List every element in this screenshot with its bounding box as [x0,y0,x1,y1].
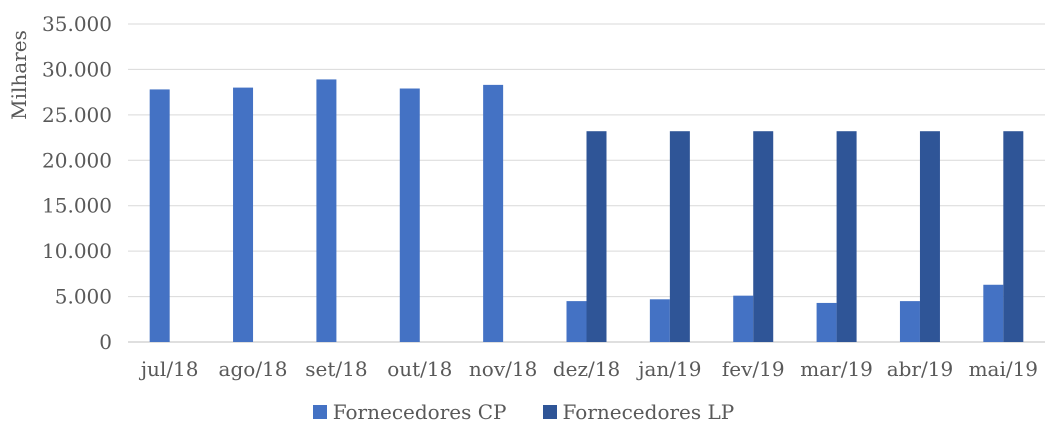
bar-cp-abr-19 [899,301,920,342]
bar-cp-nov-18 [483,84,504,343]
y-tick-label: 15.000 [42,194,112,218]
bar-cp-out-18 [399,88,420,342]
legend-swatch-lp [542,405,557,419]
x-axis-ticks: jul/18 ago/18 set/18 out/18 nov/18 dez/18 jan/… [139,357,1038,381]
bar-cp-mar-19 [816,302,837,342]
x-tick-label: set/18 [305,357,367,381]
y-tick-label: 20.000 [42,148,112,172]
bar-cp-set-18 [316,79,337,343]
bar-lp-mar-19 [836,131,857,342]
legend-label-lp: Fornecedores LP [562,400,735,424]
x-tick-label: dez/18 [553,357,620,381]
legend-item-cp: Fornecedores CP [312,400,507,424]
x-tick-label: jan/19 [636,357,701,381]
x-tick-label: abr/19 [887,357,953,381]
y-tick-label: 30.000 [42,57,112,81]
x-tick-label: nov/18 [469,357,537,381]
x-tick-label: mar/19 [800,357,873,381]
bar-cp-jan-19 [649,299,670,342]
legend-item-lp: Fornecedores LP [542,400,735,424]
bar-lp-jan-19 [669,131,690,342]
legend-swatch-cp [312,405,327,419]
bar-cp-ago-18 [233,87,254,342]
legend: Fornecedores CP Fornecedores LP [0,400,1047,424]
bar-cp-jul-18 [149,89,170,342]
bar-lp-fev-19 [753,131,774,342]
y-tick-label: 35.000 [42,12,112,36]
x-tick-label: fev/19 [722,357,785,381]
y-tick-label: 25.000 [42,103,112,127]
bar-chart: 0 5.000 10.000 15.000 20.000 25.000 30.000 35.0… [7,12,1045,381]
y-axis-ticks: 0 5.000 10.000 15.000 20.000 25.000 30.000 35.0… [42,12,112,354]
bar-lp-mai-19 [1003,131,1024,342]
x-tick-label: jul/18 [139,357,199,381]
bars [149,79,1024,343]
bar-cp-dez-18 [566,301,587,342]
y-tick-label: 5.000 [55,285,112,309]
x-tick-label: out/18 [387,357,452,381]
bar-lp-dez-18 [586,131,607,342]
x-tick-label: mai/19 [969,357,1038,381]
bar-lp-abr-19 [919,131,940,342]
bar-cp-fev-19 [733,295,754,342]
y-axis-label: Milhares [7,30,31,120]
y-tick-label: 0 [99,330,112,354]
legend-label-cp: Fornecedores CP [332,400,507,424]
bar-cp-mai-19 [983,284,1004,342]
y-tick-label: 10.000 [42,239,112,263]
x-tick-label: ago/18 [219,357,288,381]
